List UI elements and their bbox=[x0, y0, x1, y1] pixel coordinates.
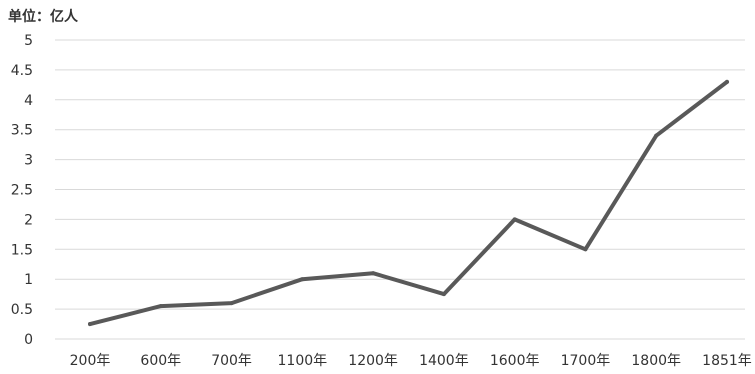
y-tick-label: 3.5 bbox=[11, 123, 33, 139]
y-tick-label: 2 bbox=[24, 212, 33, 228]
series-layer bbox=[88, 79, 729, 327]
data-point bbox=[88, 322, 92, 327]
y-tick-label: 1.5 bbox=[11, 242, 33, 258]
data-point bbox=[725, 79, 729, 84]
y-tick-label: 3 bbox=[24, 153, 33, 169]
y-tick-label: 4.5 bbox=[11, 63, 33, 79]
x-tick-label: 1200年 bbox=[348, 353, 398, 369]
y-tick-label: 5 bbox=[24, 33, 33, 49]
x-tick-label: 1700年 bbox=[561, 353, 611, 369]
y-tick-label: 1 bbox=[24, 272, 33, 288]
data-point bbox=[441, 292, 446, 297]
y-axis-tick-labels: 0 0.5 1 1.5 2 2.5 3 3.5 4 4.5 5 bbox=[11, 33, 33, 348]
data-point bbox=[229, 301, 234, 306]
grid-lines bbox=[55, 39, 745, 340]
data-point bbox=[300, 277, 305, 282]
x-tick-label: 1100年 bbox=[278, 353, 328, 369]
y-tick-label: 0 bbox=[24, 332, 33, 348]
y-tick-label: 2.5 bbox=[11, 183, 33, 199]
data-point bbox=[371, 271, 376, 276]
x-tick-label: 700年 bbox=[211, 353, 252, 369]
y-tick-label: 4 bbox=[24, 93, 33, 109]
data-point bbox=[512, 217, 517, 222]
y-tick-label: 0.5 bbox=[11, 302, 33, 318]
x-axis-tick-labels: 200年 600年 700年 1100年 1200年 1400年 1600年 1700年 180… bbox=[70, 353, 752, 369]
data-point bbox=[158, 304, 163, 309]
x-tick-label: 1600年 bbox=[490, 353, 540, 369]
data-point bbox=[654, 133, 659, 138]
x-tick-label: 1400年 bbox=[419, 353, 469, 369]
x-tick-label: 200年 bbox=[70, 353, 111, 369]
x-tick-label: 1800年 bbox=[631, 353, 681, 369]
data-point bbox=[583, 247, 588, 252]
x-tick-label: 600年 bbox=[140, 353, 181, 369]
x-tick-label: 1851年 bbox=[702, 353, 752, 369]
unit-label: 单位：亿人 bbox=[8, 8, 79, 25]
series-line bbox=[88, 79, 729, 327]
